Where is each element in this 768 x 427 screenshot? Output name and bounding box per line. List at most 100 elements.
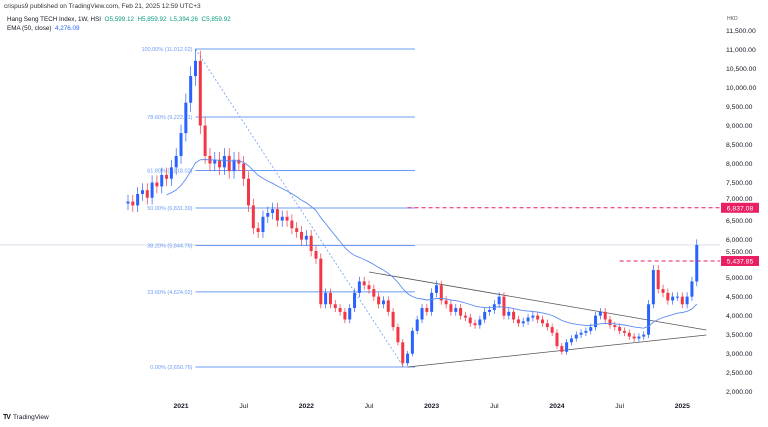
candle [136, 187, 140, 212]
candle-body [521, 321, 525, 324]
candle [613, 321, 617, 331]
candle-body [136, 193, 140, 206]
candle-body [232, 159, 236, 172]
candle-body [497, 296, 501, 305]
candle-body [218, 159, 222, 168]
candle-body [502, 296, 506, 316]
candle [169, 159, 173, 186]
candle [439, 280, 443, 305]
candle-body [237, 159, 241, 164]
candle-body [391, 311, 395, 328]
publish-info: crispus9 published on TradingView.com, F… [4, 3, 201, 10]
candle-body [396, 327, 400, 343]
candle-body [203, 125, 207, 156]
candle [406, 350, 410, 366]
candle [140, 183, 144, 201]
y-tick-label: 5,000.00 [726, 275, 753, 282]
y-tick-label: 2,500.00 [726, 370, 753, 377]
candle [656, 265, 660, 294]
ohlc-open: O5,599.12 [104, 16, 134, 23]
candle [463, 311, 467, 322]
candle [309, 230, 313, 257]
candle-body [131, 201, 135, 206]
y-tick-label: 6,500.00 [726, 218, 753, 225]
candle-body [357, 281, 361, 293]
candle-body [247, 178, 250, 206]
candle-body [251, 205, 255, 229]
y-tick-label: 3,500.00 [726, 332, 753, 339]
fib-level-label: 23.60% (4,624.02) [147, 290, 192, 296]
candle [251, 198, 255, 235]
candle [536, 311, 540, 324]
candle [203, 116, 207, 164]
candle [386, 296, 390, 316]
candle [189, 66, 193, 112]
candle-body [608, 319, 612, 326]
y-tick-label: 7,500.00 [726, 180, 753, 187]
candle-body [473, 323, 477, 326]
candle [261, 210, 265, 238]
candle-body [478, 319, 482, 326]
candle-body [536, 315, 540, 320]
candle-body [198, 60, 202, 126]
candle-body [333, 304, 337, 309]
candle [295, 222, 299, 238]
candle-body [381, 300, 385, 305]
candle-body [555, 332, 559, 347]
candle [584, 327, 588, 337]
candle-body [666, 292, 670, 301]
price-marker-label: 5,437.85 [727, 258, 754, 265]
candle [454, 304, 458, 316]
candle-body [685, 296, 689, 305]
triangle-upper-line [368, 271, 707, 331]
fib-level-label: 78.60% (9,222.71) [147, 115, 192, 121]
candle-body [618, 327, 622, 331]
candle-body [126, 201, 130, 204]
candle-body [415, 319, 419, 331]
candle-body [174, 155, 178, 168]
candle [555, 329, 559, 350]
candle [319, 253, 323, 309]
candle-body [647, 304, 651, 335]
candle [377, 292, 381, 309]
candle [314, 245, 318, 264]
tradingview-logo-icon: TV [3, 414, 11, 421]
y-tick-label: 6,000.00 [726, 237, 753, 244]
candle-body [569, 338, 573, 343]
candle-body [242, 163, 246, 179]
candle-body [328, 292, 332, 305]
candle-body [661, 289, 665, 293]
candle-body [680, 296, 684, 305]
candle-body [671, 296, 675, 301]
candle [242, 155, 246, 186]
candle [271, 202, 275, 220]
ema-line [166, 159, 698, 329]
candle-body [550, 327, 554, 333]
candle [328, 288, 332, 309]
candle-body [598, 311, 602, 316]
candle [632, 333, 636, 342]
candle [512, 307, 516, 324]
candle-body [459, 308, 463, 316]
y-tick-label: 2,000.00 [726, 389, 753, 396]
candle-body [642, 334, 646, 337]
candle-body [150, 182, 154, 198]
candle [459, 304, 463, 320]
y-tick-label: 7,000.00 [726, 196, 753, 203]
x-tick-label: Jul [239, 403, 248, 410]
candle-body [516, 319, 520, 324]
ohlc-low: L5,394.26 [170, 16, 199, 23]
candle [565, 339, 569, 355]
candle [579, 329, 583, 339]
candle-body [560, 346, 564, 352]
candle [661, 284, 665, 298]
candle-body [367, 285, 371, 290]
candle-body [613, 325, 617, 328]
candle-body [319, 258, 323, 305]
candle-body [271, 209, 275, 213]
candle-body [507, 311, 511, 316]
candle-body [353, 292, 357, 309]
candle-body [584, 330, 588, 333]
candle [618, 323, 622, 335]
